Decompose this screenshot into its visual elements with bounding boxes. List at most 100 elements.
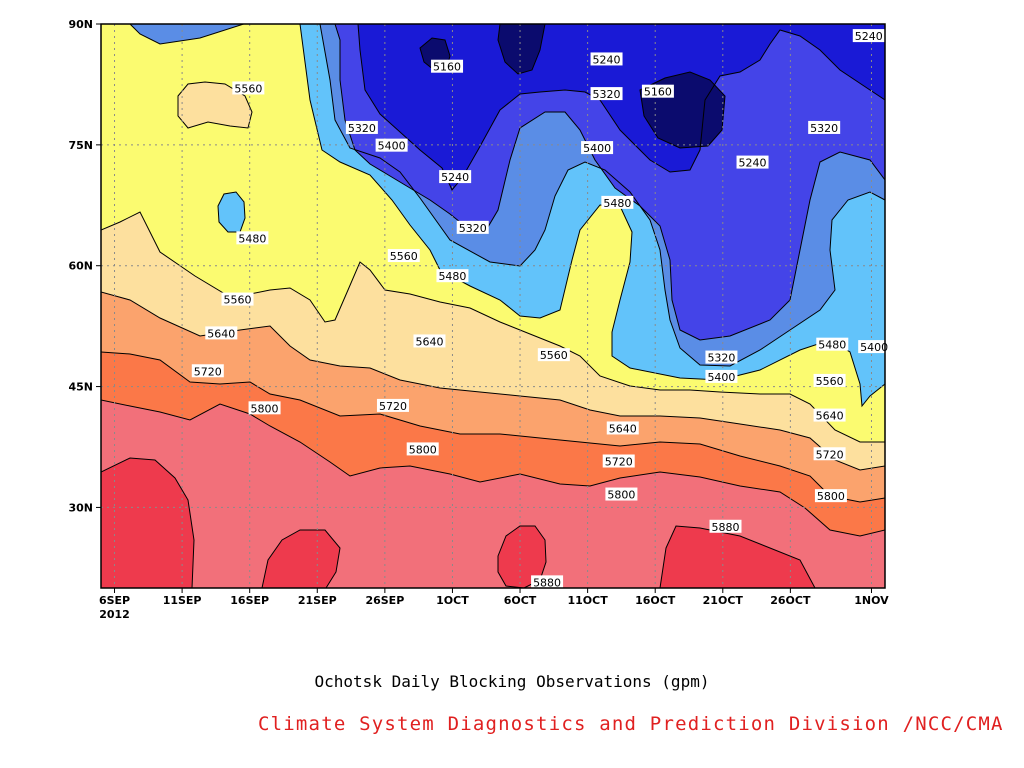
contour-label-text: 5720: [379, 400, 407, 413]
contour-label: 5560: [232, 81, 265, 95]
contour-label-box: [431, 59, 464, 73]
contour-label-box: [537, 348, 570, 362]
x-tick-label: 16OCT: [635, 594, 676, 607]
contour-label-text: 5480: [238, 232, 266, 245]
contour-label: 5560: [387, 249, 420, 263]
contour-label-text: 5160: [433, 61, 461, 74]
contour-label-box: [808, 120, 841, 134]
contour-label-box: [590, 52, 623, 66]
x-tick-label: 26OCT: [770, 594, 811, 607]
contour-label-text: 5640: [207, 327, 235, 340]
contour-label-box: [705, 350, 738, 364]
contour-label-box: [406, 442, 439, 456]
island-5480-north: [218, 192, 245, 232]
contour-label-box: [813, 447, 846, 461]
contour-label-box: [705, 369, 738, 383]
contour-label-text: 5560: [234, 82, 262, 95]
contour-label-box: [387, 249, 420, 263]
contour-fill: [101, 24, 885, 588]
contour-label-text: 5400: [707, 371, 735, 384]
contour-label: 5720: [602, 454, 635, 469]
contour-label-text: 5400: [378, 140, 406, 153]
contour-label: 5800: [406, 442, 439, 456]
contour-label: 5560: [537, 348, 570, 362]
contour-label: 5400: [858, 340, 891, 354]
contour-label-text: 5160: [644, 86, 672, 99]
contour-label-box: [376, 398, 409, 412]
y-tick-label: 90N: [68, 18, 93, 31]
y-tick-label: 60N: [68, 260, 93, 273]
contour-label-text: 5800: [409, 443, 437, 456]
contour-label-text: 5800: [607, 489, 635, 502]
contour-label: 5560: [221, 292, 254, 307]
contour-label-box: [852, 29, 885, 43]
contour-label-box: [816, 337, 849, 351]
contour-label-box: [436, 269, 469, 283]
contour-label-box: [232, 81, 265, 95]
contour-label-box: [814, 489, 847, 503]
contour-label-box: [191, 364, 224, 378]
contour-line-5720: [101, 351, 885, 503]
contour-line-5160-north: [497, 24, 546, 75]
contour-label: 5240: [590, 52, 623, 66]
contour-label: 5320: [808, 120, 841, 135]
contour-label-text: 5560: [224, 294, 252, 307]
contour-label-text: 5320: [593, 88, 621, 101]
contour-label: 5640: [606, 421, 639, 435]
contour-label: 5240: [852, 29, 885, 43]
band-below-5160-north: [498, 24, 545, 74]
contour-label-box: [236, 231, 269, 245]
x-year-label: 2012: [99, 608, 130, 621]
y-tick-label: 30N: [68, 501, 93, 514]
contour-label-text: 5720: [605, 456, 633, 469]
contour-label: 5160: [431, 59, 464, 74]
contour-label: 5400: [375, 138, 408, 153]
contour-line-5880-center: [497, 525, 547, 588]
contour-line-5640: [101, 291, 885, 471]
contour-label: 5240: [439, 170, 472, 184]
contour-label-text: 5880: [711, 521, 739, 534]
contour-label: 5480: [816, 337, 849, 352]
contour-label: 5560: [813, 373, 846, 388]
contour-label-box: [345, 120, 378, 134]
x-axis: 6SEP 11SEP 16SEP 21SEP 26SEP 1OCT 6OCT 11OCT 16O…: [99, 588, 889, 621]
contour-label: 5640: [813, 408, 846, 423]
contour-line-5480-island: [217, 191, 246, 233]
contour-label: 5800: [248, 401, 281, 415]
contour-label-text: 5480: [438, 270, 466, 283]
contour-label-box: [205, 326, 238, 340]
chart-source: Climate System Diagnostics and Predictio…: [258, 713, 1004, 735]
contour-line-5320: [334, 24, 885, 341]
contour-labels: 5160 5160 5240 5240 5240 5240 5320 5320 5320 5320…: [191, 29, 891, 589]
contour-label-box: [813, 373, 846, 387]
x-tick-label: 21OCT: [703, 594, 744, 607]
contour-label-text: 5560: [816, 375, 844, 388]
contour-label-box: [858, 340, 891, 354]
contour-line-5240: [357, 24, 885, 191]
contour-label-text: 5640: [816, 410, 844, 423]
x-tick-label: 11OCT: [567, 594, 608, 607]
contour-label-text: 5720: [816, 448, 844, 461]
contour-label: 5480: [236, 231, 269, 245]
contour-label-text: 5400: [583, 142, 611, 155]
x-tick-label: 6OCT: [504, 594, 537, 607]
contour-label: 5800: [605, 487, 638, 502]
contour-label: 5320: [705, 350, 738, 365]
y-axis: 30N 45N 60N 75N 90N: [68, 18, 101, 514]
contour-label-box: [736, 155, 769, 169]
contour-label-text: 5240: [441, 171, 469, 184]
contour-label: 5400: [581, 141, 614, 155]
contour-label-box: [439, 170, 472, 184]
contour-label-text: 5320: [707, 352, 735, 365]
contour-label-text: 5480: [818, 339, 846, 352]
x-tick-label: 26SEP: [365, 594, 404, 607]
contour-label-box: [413, 334, 446, 348]
contour-line-5160-east: [639, 71, 726, 149]
x-tick-label: 1NOV: [854, 594, 889, 607]
island-5880-center: [498, 526, 546, 588]
island-5880-east: [660, 526, 815, 588]
contour-line-5880-mid: [261, 529, 341, 588]
contour-label-text: 5400: [860, 341, 888, 354]
contour-label-text: 5240: [739, 157, 767, 170]
contour-label-box: [531, 575, 564, 589]
